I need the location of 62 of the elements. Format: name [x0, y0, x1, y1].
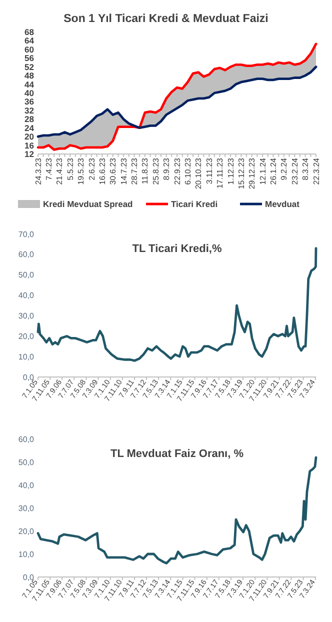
legend-label: Mevduat — [265, 198, 300, 209]
x-tick-label: 29.12.23 — [248, 157, 257, 190]
y-tick-label: 28 — [24, 114, 34, 124]
y-tick-label: 36 — [24, 96, 34, 107]
line-series — [36, 66, 318, 138]
y-tick-label: 68 — [24, 26, 34, 37]
x-tick-label: 6.10.23 — [183, 157, 192, 185]
x-tick-label: 8.3.24 — [301, 157, 310, 180]
y-tick-label: 20 — [24, 132, 34, 142]
x-tick-label: 1.12.23 — [226, 157, 236, 185]
x-tick-label: 7.4.23 — [44, 157, 54, 180]
x-tick-label: 20.10.23 — [194, 157, 204, 190]
x-tick-label: 26.1.24 — [269, 157, 278, 185]
y-tick-label: 44 — [24, 79, 34, 90]
x-tick-label: 19.5.23 — [76, 157, 86, 185]
y-tick-label: 40,0 — [18, 480, 35, 490]
y-tick-label: 64 — [24, 36, 34, 46]
x-tick-label: 24.3.23 — [34, 157, 43, 185]
y-tick-label: 70,0 — [18, 230, 35, 239]
text: TL Mevduat Faiz Oranı, % — [110, 448, 244, 460]
x-tick-label: 9.2.24 — [280, 157, 289, 180]
x-tick-label: 17.11.23 — [216, 157, 225, 189]
x-tick-label: 8.9.23 — [162, 157, 172, 180]
x-tick-label: 5.5.23 — [66, 157, 75, 180]
y-tick-label: 40 — [24, 88, 34, 98]
y-tick-label: 10,0 — [18, 352, 35, 362]
y-tick-label: 50,0 — [18, 458, 35, 467]
y-tick-label: 32 — [24, 105, 34, 116]
y-tick-label: 60,0 — [18, 434, 35, 444]
y-tick-label: 40,0 — [18, 291, 35, 300]
y-tick-label: 20,0 — [18, 526, 35, 536]
x-tick-label: 15.12.23 — [236, 157, 246, 190]
y-tick-label: 24 — [24, 122, 34, 133]
y-tick-label: 20,0 — [18, 332, 35, 341]
x-tick-label: 16.6.23 — [98, 157, 107, 185]
y-tick-label: 12 — [24, 148, 34, 159]
x-tick-label: 23.2.24 — [290, 157, 300, 185]
x-tick-label: 21.4.23 — [55, 157, 64, 185]
y-tick-label: 48 — [24, 70, 34, 81]
legend-label: Kredi Mevduat Spread — [43, 198, 133, 209]
x-tick-label: 22.3.24 — [312, 157, 321, 185]
y-tick-label: 10,0 — [18, 550, 35, 559]
y-tick-label: 56 — [24, 53, 34, 64]
y-tick-label: 16 — [24, 140, 34, 150]
chart-title: Son 1 Yıl Ticari Kredi & Mevduat Faizi — [64, 13, 268, 25]
y-tick-label: 60,0 — [18, 250, 35, 260]
x-tick-label: 22.9.23 — [172, 157, 182, 185]
x-tick-label: 11.8.23 — [140, 157, 150, 184]
y-tick-label: 50,0 — [18, 270, 35, 280]
y-tick-label: 30,0 — [18, 504, 35, 513]
y-tick-label: 52 — [24, 62, 34, 72]
y-tick-label: 30,0 — [18, 312, 35, 321]
x-tick-label: 12.1.24 — [258, 157, 268, 185]
legend-label: Ticari Kredi — [171, 198, 218, 209]
x-tick-label: 28.7.23 — [130, 157, 140, 185]
y-tick-label: 60 — [24, 44, 34, 54]
x-tick-label: 30.6.23 — [108, 157, 118, 185]
x-tick-label: 2.6.23 — [87, 157, 96, 180]
x-tick-label: 3.11.23 — [204, 157, 214, 184]
text: TL Ticari Kredi,% — [132, 243, 222, 255]
x-tick-label: 25.8.23 — [151, 157, 160, 185]
x-tick-label: 14.7.23 — [119, 157, 128, 185]
